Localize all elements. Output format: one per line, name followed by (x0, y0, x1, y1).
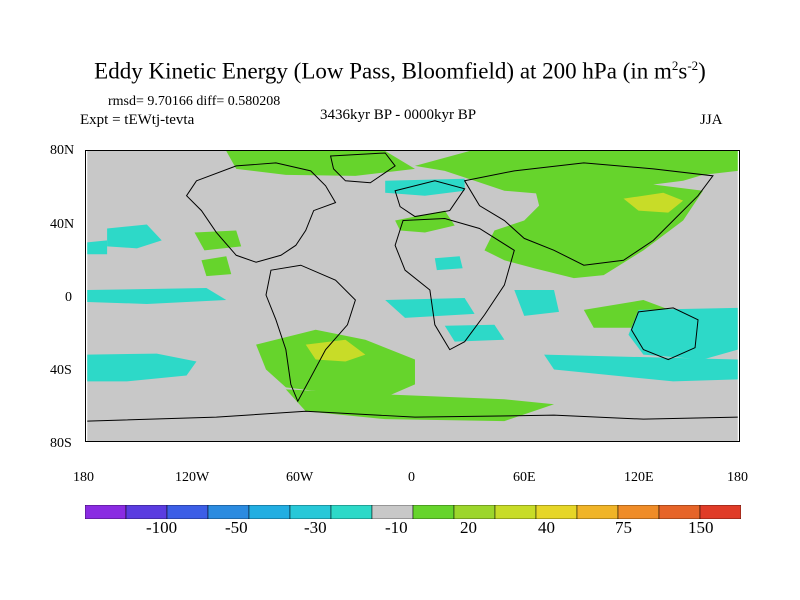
patch-npac-cyan-2 (87, 240, 108, 255)
lat-label-40n: 40N (50, 217, 75, 232)
patch-arctic-green (226, 151, 415, 176)
coast-africa (394, 218, 515, 351)
patch-so-cyan-east (544, 354, 738, 382)
colorbar-cell (85, 505, 127, 519)
patch-satl-green (256, 329, 415, 398)
colorbar-cell (494, 505, 537, 519)
colorbar-cell (330, 505, 373, 519)
lon-label-0: 0 (408, 470, 415, 485)
colorbar-label-8: 150 (688, 518, 714, 537)
lon-label-120e: 120E (624, 470, 654, 485)
patch-asia-yellow (623, 192, 684, 213)
patch-sub-green (201, 256, 232, 277)
lon-label-180e: 180 (727, 470, 748, 485)
colorbar-cell (617, 505, 660, 519)
colorbar-label-4: -10 (385, 518, 408, 537)
colorbar-cell (125, 505, 168, 519)
patch-spac-cyan (87, 353, 197, 382)
colorbar-cell (535, 505, 578, 519)
coast-asia (463, 162, 714, 266)
colorbar-cell (248, 505, 291, 519)
colorbar-cell (207, 505, 250, 519)
colorbar-label-5: 20 (460, 518, 477, 537)
patch-io-cyan (514, 290, 559, 316)
colorbar-cell (453, 505, 496, 519)
lat-label-40s: 40S (50, 363, 72, 378)
patch-trop-cyan-1 (87, 288, 227, 304)
coast-greenland (329, 152, 396, 184)
coast-antarctica (87, 410, 738, 422)
figure-title: Eddy Kinetic Energy (Low Pass, Bloomfiel… (94, 58, 706, 84)
patch-satl-yellow (305, 339, 366, 362)
patch-npac-green (194, 230, 242, 251)
lon-label-180w: 180 (73, 470, 94, 485)
colorbar-label-1: -100 (146, 518, 178, 537)
colorbar-cell (371, 505, 414, 519)
coast-south-america (265, 264, 356, 403)
patch-npac-cyan-1 (107, 224, 162, 249)
colorbar-cell (289, 505, 332, 519)
lat-label-80s: 80S (50, 436, 72, 451)
period-label: 3436kyr BP - 0000kyr BP (320, 107, 477, 123)
colorbar (85, 505, 741, 519)
map-panel (85, 150, 740, 442)
patch-trop-cyan-2 (385, 297, 475, 318)
patch-siberia-green (414, 151, 738, 196)
season-label: JJA (700, 112, 723, 128)
lon-label-60w: 60W (286, 470, 314, 485)
patch-so-green (285, 389, 555, 422)
patch-sio-cyan (444, 324, 505, 342)
patch-med-green (395, 210, 455, 233)
coast-europe (394, 180, 466, 218)
lat-label-eq: 0 (65, 290, 72, 305)
patch-atl-cyan (434, 256, 463, 271)
colorbar-cell (166, 505, 209, 519)
experiment-label: Expt = tEWtj-tevta (80, 112, 195, 128)
coast-north-america (185, 162, 337, 263)
colorbar-label-7: 75 (615, 518, 632, 537)
colorbar-label-3: -30 (304, 518, 327, 537)
patch-aus-cyan (628, 307, 738, 360)
colorbar-label-6: 40 (538, 518, 555, 537)
coastlines (87, 152, 738, 422)
colorbar-cell (699, 505, 741, 519)
lat-label-80n: 80N (50, 143, 75, 158)
colorbar-cell (576, 505, 619, 519)
colorbar-cell (412, 505, 455, 519)
colorbar-cell (658, 505, 701, 519)
colorbar-label-2: -50 (225, 518, 248, 537)
lon-label-120w: 120W (175, 470, 210, 485)
lon-label-60e: 60E (513, 470, 536, 485)
stats-label: rmsd= 9.70166 diff= 0.580208 (108, 94, 281, 109)
coast-australia (630, 307, 699, 361)
